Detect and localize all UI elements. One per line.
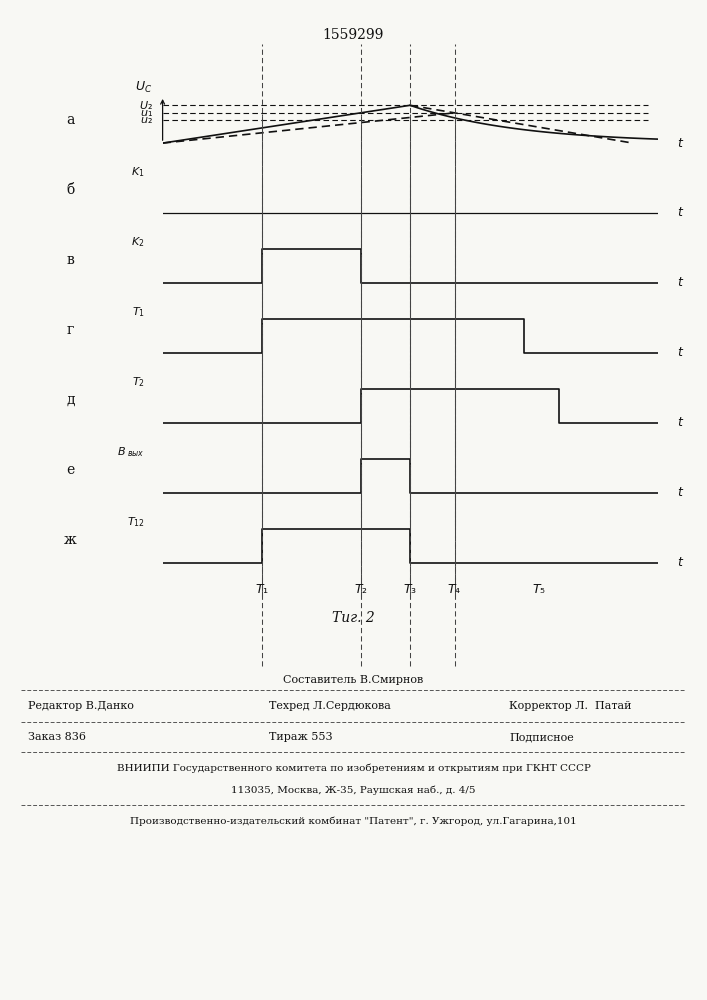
Text: а: а	[66, 113, 75, 127]
Text: Техред Л.Сердюкова: Техред Л.Сердюкова	[269, 701, 390, 711]
Text: г: г	[67, 323, 74, 337]
Text: Корректор Л.  Патай: Корректор Л. Патай	[509, 701, 631, 711]
Text: 1559299: 1559299	[323, 28, 384, 42]
Text: Τиг. 2: Τиг. 2	[332, 611, 375, 625]
Text: $K_2$: $K_2$	[132, 235, 145, 249]
Text: 113035, Москва, Ж-35, Раушская наб., д. 4/5: 113035, Москва, Ж-35, Раушская наб., д. …	[231, 786, 476, 795]
Text: е: е	[66, 463, 75, 477]
Text: Тираж 553: Тираж 553	[269, 732, 332, 742]
Text: $U₂$: $U₂$	[139, 99, 153, 111]
Text: Подписное: Подписное	[509, 732, 574, 742]
Text: д: д	[66, 393, 75, 407]
Text: $T_{12}$: $T_{12}$	[127, 515, 145, 529]
Text: $t$: $t$	[677, 206, 684, 219]
Text: $T_1$: $T_1$	[132, 305, 145, 319]
Text: Заказ 836: Заказ 836	[28, 732, 86, 742]
Text: Производственно-издательский комбинат "Патент", г. Ужгород, ул.Гагарина,101: Производственно-издательский комбинат "П…	[130, 817, 577, 826]
Text: $T_2$: $T_2$	[132, 375, 145, 389]
Text: ж: ж	[64, 533, 77, 547]
Text: $T₁$: $T₁$	[255, 583, 269, 596]
Text: $u₂$: $u₂$	[140, 115, 153, 125]
Text: $B_{\ вых}$: $B_{\ вых}$	[117, 445, 145, 459]
Text: Составитель В.Смирнов: Составитель В.Смирнов	[284, 675, 423, 685]
Text: $K_1$: $K_1$	[132, 165, 145, 179]
Text: $T₂$: $T₂$	[354, 583, 368, 596]
Text: $t$: $t$	[677, 137, 684, 150]
Text: $u₁$: $u₁$	[140, 108, 153, 118]
Text: Редактор В.Данко: Редактор В.Данко	[28, 701, 134, 711]
Text: б: б	[66, 183, 75, 197]
Text: $t$: $t$	[677, 276, 684, 289]
Text: $t$: $t$	[677, 416, 684, 429]
Text: $T₅$: $T₅$	[532, 583, 546, 596]
Text: $t$: $t$	[677, 486, 684, 499]
Text: $U_C$: $U_C$	[136, 80, 153, 95]
Text: $t$: $t$	[677, 556, 684, 569]
Text: $T₃$: $T₃$	[403, 583, 417, 596]
Text: $t$: $t$	[677, 346, 684, 359]
Text: ВНИИПИ Государственного комитета по изобретениям и открытиям при ГКНТ СССР: ВНИИПИ Государственного комитета по изоб…	[117, 764, 590, 773]
Text: в: в	[66, 253, 75, 267]
Text: $T₄$: $T₄$	[448, 583, 462, 596]
